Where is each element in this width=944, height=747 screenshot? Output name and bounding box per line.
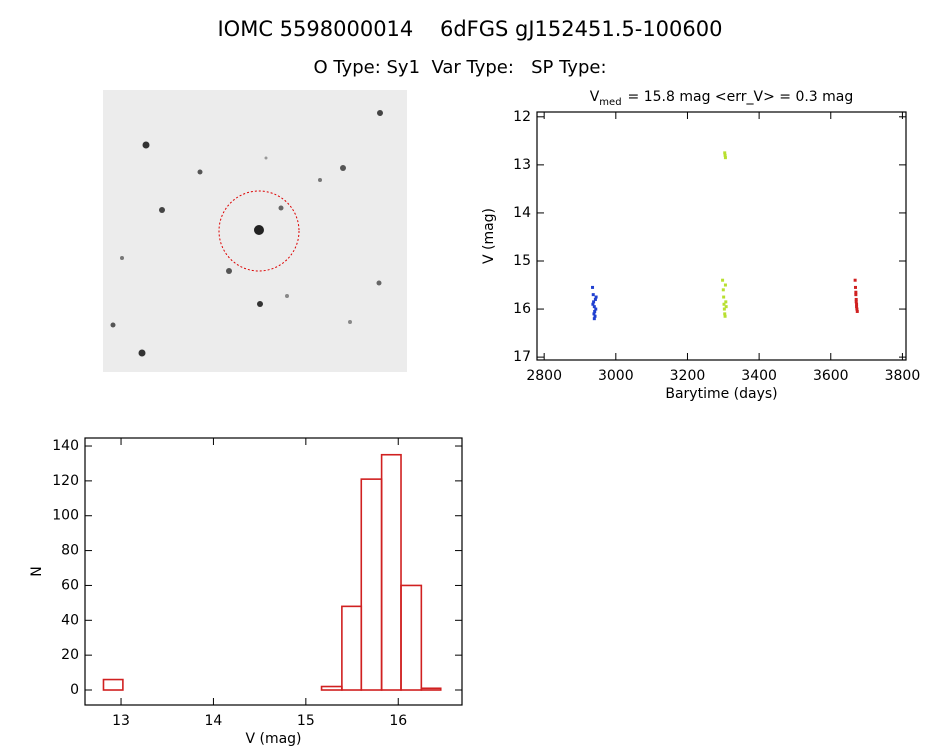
data-point [591, 293, 595, 297]
figure-title: IOMC 5598000014 6dFGS gJ152451.5-100600 [217, 17, 722, 41]
star [159, 207, 165, 213]
data-point [721, 278, 725, 282]
x-tick-label: 3000 [598, 368, 634, 384]
x-tick-label: 3800 [885, 368, 921, 384]
data-point [722, 307, 726, 311]
data-point [723, 153, 727, 157]
data-point [853, 278, 857, 282]
data-point [724, 305, 728, 309]
data-point [722, 302, 726, 306]
y-tick-label: 40 [61, 612, 79, 628]
data-point [724, 300, 728, 304]
y-axis-label: N [29, 566, 45, 576]
histogram-bar [420, 687, 442, 691]
y-tick-label: 0 [70, 682, 79, 698]
figure-subtitle: O Type: Sy1 Var Type: SP Type: [313, 57, 606, 78]
y-tick-label: 14 [513, 205, 531, 221]
y-tick-label: 12 [513, 109, 531, 125]
star [340, 165, 346, 171]
x-tick-label: 14 [205, 713, 223, 729]
data-point [593, 314, 597, 318]
x-tick-label: 2800 [526, 368, 562, 384]
histogram-bar [400, 584, 423, 691]
y-tick-label: 80 [61, 543, 79, 559]
data-point [854, 290, 858, 294]
star [318, 178, 322, 182]
data-point [723, 151, 727, 155]
x-axis-label: V (mag) [245, 731, 301, 747]
star [142, 141, 150, 149]
data-point [592, 317, 596, 321]
star [376, 280, 382, 286]
data-point [594, 307, 598, 311]
x-tick-label: 15 [297, 713, 315, 729]
data-point [591, 285, 595, 289]
star [285, 294, 289, 298]
histogram-bar [102, 678, 124, 691]
star [138, 349, 146, 357]
data-point [721, 288, 725, 292]
star [226, 268, 232, 274]
star [278, 205, 284, 211]
data-point [723, 283, 727, 287]
data-point [592, 305, 596, 309]
y-tick-label: 20 [61, 647, 79, 663]
data-point [592, 312, 596, 316]
star [254, 225, 264, 235]
data-point [591, 302, 595, 306]
y-tick-label: 16 [513, 301, 531, 317]
data-point [723, 314, 727, 318]
histogram-bar [360, 478, 383, 691]
data-point [722, 295, 726, 299]
star [264, 156, 268, 160]
star [348, 320, 352, 324]
x-tick-label: 3200 [670, 368, 706, 384]
data-point [723, 312, 727, 316]
data-point [853, 285, 857, 289]
star [257, 301, 263, 307]
data-point [855, 309, 859, 313]
star [120, 256, 124, 260]
histogram-bar [341, 605, 363, 691]
x-tick-label: 13 [112, 713, 130, 729]
star [197, 169, 203, 175]
y-axis-label: V (mag) [481, 208, 497, 264]
data-point [855, 302, 859, 306]
histogram-bar [380, 453, 402, 691]
x-tick-label: 3600 [813, 368, 849, 384]
data-point [855, 307, 859, 311]
data-point [593, 297, 597, 301]
title-part: V [590, 89, 600, 105]
data-point [855, 305, 859, 309]
y-tick-label: 17 [513, 349, 531, 365]
data-point [854, 297, 858, 301]
data-point [854, 300, 858, 304]
plot-title: Vmed = 15.8 mag <err_V> = 0.3 mag [590, 89, 854, 108]
title-part: = 15.8 mag <err_V> = 0.3 mag [628, 89, 854, 105]
target-circle [218, 190, 300, 272]
y-tick-label: 100 [52, 508, 79, 524]
x-tick-label: 16 [389, 713, 407, 729]
data-point [594, 295, 598, 299]
title-subscript: med [599, 97, 621, 108]
data-point [723, 156, 727, 160]
axes-frame [84, 437, 463, 706]
y-tick-label: 60 [61, 577, 79, 593]
axes-frame [536, 111, 907, 361]
x-axis-label: Barytime (days) [665, 386, 777, 402]
data-point [592, 300, 596, 304]
data-point [854, 293, 858, 297]
x-tick-label: 3400 [741, 368, 777, 384]
star [110, 322, 116, 328]
star [377, 110, 383, 116]
star-field-image [103, 90, 407, 372]
histogram-bar [320, 685, 343, 691]
y-tick-label: 15 [513, 253, 531, 269]
y-tick-label: 140 [52, 438, 79, 454]
y-tick-label: 13 [513, 157, 531, 173]
data-point [593, 309, 597, 313]
y-tick-label: 120 [52, 473, 79, 489]
